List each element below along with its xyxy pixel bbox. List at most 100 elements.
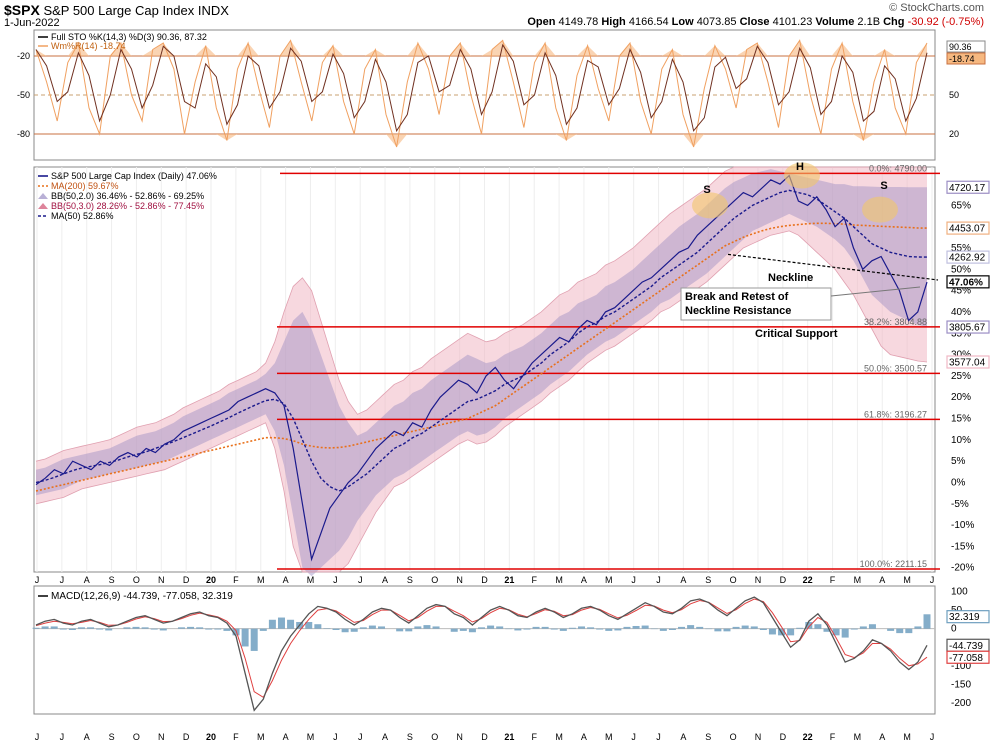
macd-histogram-bar [305,621,313,629]
x-tick-label: A [879,575,885,585]
macd-histogram-bar [741,625,749,629]
close-label: Close [739,16,770,28]
x-tick-label: J [930,732,935,742]
macd-histogram-bar [859,626,867,629]
x-tick-label: D [481,732,488,742]
macd-histogram-bar [559,628,567,631]
macd-legend-label: MACD(12,26,9) -44.739, -77.058, 32.319 [51,591,233,602]
macd-value-label: -44.739 [949,641,983,652]
macd-histogram-bar [841,628,849,638]
macd-right-tick: -150 [951,679,971,690]
macd-line [35,596,928,712]
right-shoulder-label: S [880,180,887,192]
x-tick-label: D [481,575,488,585]
x-tick-label: N [456,575,463,585]
x-tick-label: J [60,575,65,585]
x-tick-label: O [133,732,140,742]
x-tick-label: A [382,732,388,742]
macd-histogram-bar [132,626,140,629]
chg-label: Chg [883,16,905,28]
x-tick-label: A [382,575,388,585]
macd-histogram-bar [405,628,413,632]
macd-histogram-bar [523,628,531,630]
price-right-tick: 35% [951,328,971,339]
macd-histogram-bar [459,628,467,631]
sto-legend-wmr: Wm%R(14) -18.74 [51,41,126,51]
x-tick-label: M [854,732,862,742]
macd-right-tick: -100 [951,661,971,672]
credit: © StockCharts.com [889,2,984,14]
sto-wmr-value: -18.74 [949,54,975,64]
x-tick-label: D [183,575,190,585]
open-value: 4149.78 [558,16,599,28]
price-right-tick: 0% [951,477,966,488]
x-tick-label: J [35,575,40,585]
high-label: High [601,16,626,28]
x-tick-label: N [456,732,463,742]
macd-histogram-bar [32,627,40,629]
macd-histogram-bar [687,625,695,629]
macd-histogram-bar [568,627,576,629]
macd-histogram-bar [578,626,586,629]
macd-histogram-bar [850,628,858,630]
macd-histogram-bar [177,627,185,629]
x-tick-label: D [780,575,787,585]
fib-label: 0.0%: 4790.00 [869,163,927,173]
x-tick-label: A [680,575,686,585]
price-right-tick: 65% [951,200,971,211]
macd-histogram-bar [41,626,49,629]
x-tick-label: 21 [504,732,514,742]
macd-histogram-bar [614,628,622,631]
macd-histogram-bar [159,628,167,631]
left-shoulder-label: S [703,184,710,196]
price-right-tick: -20% [951,563,974,574]
macd-histogram-bar [359,627,367,629]
x-tick-label: N [755,575,762,585]
x-tick-label: 20 [206,732,216,742]
macd-histogram-bar [787,628,795,636]
neckline [727,253,939,281]
macd-right-tick: 0 [951,624,957,635]
macd-histogram-bar [59,628,67,630]
x-tick-label: F [233,732,239,742]
macd-histogram-bar [277,617,285,629]
macd-histogram-bar [723,628,731,632]
x-tick-label: J [35,732,40,742]
x-tick-label: M [307,732,315,742]
x-tick-label: F [531,575,537,585]
macd-right-tick: -200 [951,698,971,709]
sto-left-tick: -20 [17,51,30,61]
macd-histogram-bar [732,626,740,629]
x-tick-label: 22 [803,732,813,742]
price-value-label: 47.06% [949,277,983,288]
x-tick-label: J [631,575,636,585]
macd-signal-line [35,598,928,699]
price-line [35,174,928,562]
symbol-title: $SPX S&P 500 Large Cap Index INDX [4,2,229,18]
price-value-box [946,275,990,289]
price-value-box [946,221,990,235]
price-legend-swatch [38,203,48,209]
macd-histogram-bar [696,626,704,629]
low-value: 4073.85 [696,16,737,28]
x-tick-label: A [84,575,90,585]
bb3-band [36,167,927,572]
macd-histogram-bar [205,628,213,630]
x-tick-label: O [730,575,737,585]
x-tick-label: F [830,732,836,742]
macd-histogram-bar [341,628,349,633]
x-tick-label: A [84,732,90,742]
macd-histogram-bar [632,625,640,629]
x-tick-label: O [133,575,140,585]
macd-histogram-bar [241,628,249,647]
symbol: $SPX [4,2,40,18]
macd-value-box [946,610,990,624]
chg-value: -30.92 (-0.75%) [907,16,984,28]
macd-histogram-bar [123,627,131,629]
macd-right-tick: 100 [951,587,968,598]
x-tick-label: J [60,732,65,742]
macd-histogram-bar [423,625,431,629]
price-value-label: 4720.17 [949,183,986,194]
macd-histogram-bar [796,627,804,629]
